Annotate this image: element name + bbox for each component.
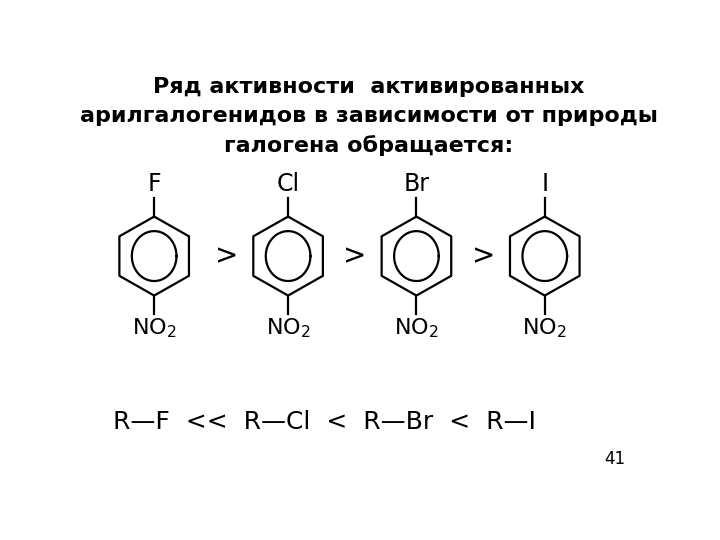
Text: R—F  <<  R—Cl  <  R—Br  <  R—I: R—F << R—Cl < R—Br < R—I [113, 410, 536, 434]
Text: 41: 41 [604, 450, 625, 468]
Text: NO$_2$: NO$_2$ [394, 316, 438, 340]
Text: галогена обращается:: галогена обращается: [225, 136, 513, 157]
Text: >: > [215, 242, 238, 270]
Text: F: F [148, 172, 161, 196]
Text: NO$_2$: NO$_2$ [523, 316, 567, 340]
Text: >: > [343, 242, 366, 270]
Text: NO$_2$: NO$_2$ [266, 316, 310, 340]
Text: Ряд активности  активированных: Ряд активности активированных [153, 77, 585, 97]
Text: NO$_2$: NO$_2$ [132, 316, 176, 340]
Text: арилгалогенидов в зависимости от природы: арилгалогенидов в зависимости от природы [80, 106, 658, 126]
Text: >: > [472, 242, 495, 270]
Text: Br: Br [403, 172, 429, 196]
Text: Cl: Cl [276, 172, 300, 196]
Text: I: I [541, 172, 549, 196]
